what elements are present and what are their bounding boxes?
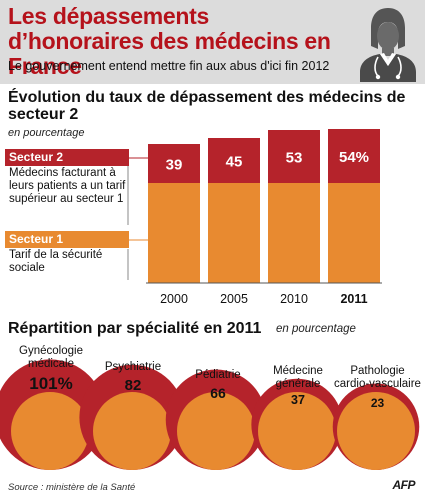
specialty-value-pathologie-cardio: 23	[370, 396, 385, 410]
bar-value-label-2010: 53	[286, 150, 303, 167]
specialty-name-psychiatrie: Psychiatrie	[104, 361, 162, 373]
bar-value-label-2011: 54%	[339, 149, 369, 166]
evolution-unit: en pourcentage	[8, 127, 85, 139]
page-subtitle: Le gouvernement entend mettre fin aux ab…	[8, 59, 330, 73]
x-tick-label-2005: 2005	[220, 292, 248, 306]
bubble-base-gynecologie-medicale	[11, 392, 89, 470]
page-title: Les dépassements d’honoraires des médeci…	[8, 3, 331, 79]
specialties-title: Répartition par spécialité en 2011	[8, 320, 262, 337]
legend-secteur-1-description: Tarif de la sécurité sociale	[9, 249, 103, 274]
bar-secteur-1-2010	[268, 183, 320, 283]
bubble-base-pediatrie	[177, 392, 255, 470]
specialty-name-pathologie-cardio: Pathologie cardio-vasculaire	[334, 365, 421, 390]
source-note: Source : ministère de la Santé	[8, 482, 136, 493]
bar-secteur-2-2010	[268, 130, 320, 183]
evolution-title: Évolution du taux de dépassement des méd…	[8, 89, 406, 123]
specialty-value-pediatrie: 66	[210, 385, 226, 401]
bar-secteur-2-2011	[328, 129, 380, 183]
legend-secteur-2-label: Secteur 2	[5, 149, 129, 166]
bar-value-label-2000: 39	[166, 157, 183, 174]
bar-secteur-2-2005	[208, 138, 260, 183]
specialties-unit: en pourcentage	[276, 323, 356, 335]
bar-secteur-1-2011	[328, 183, 380, 283]
specialty-name-gynecologie: Gynécologie médicale	[19, 345, 83, 370]
bar-secteur-1-2000	[148, 183, 200, 283]
bubble-base-psychiatrie	[93, 392, 171, 470]
bar-secteur-1-2005	[208, 183, 260, 283]
bar-value-label-2005: 45	[226, 154, 243, 171]
doctor-icon	[360, 8, 416, 82]
specialty-value-medecine-generale: 37	[291, 393, 305, 407]
specialty-value-gynecologie: 101%	[29, 374, 73, 393]
legend-secteur-2-description: Médecins facturant à leurs patients a un…	[9, 167, 126, 205]
agency-logo: AFP	[392, 478, 416, 492]
legend-secteur-1-label: Secteur 1	[5, 231, 129, 248]
specialty-name-medecine-generale: Médecine générale	[273, 365, 323, 390]
header-banner: Les dépassements d’honoraires des médeci…	[0, 0, 425, 84]
x-tick-label-2011: 2011	[340, 292, 367, 306]
bar-secteur-2-2000	[148, 144, 200, 183]
evolution-bar-chart: 39 2000 45 2005 53 2010 54% 2011	[127, 129, 382, 306]
specialty-value-psychiatrie: 82	[124, 377, 142, 394]
x-tick-label-2010: 2010	[280, 292, 308, 306]
specialty-name-pediatrie: Pédiatrie	[195, 369, 241, 381]
x-tick-label-2000: 2000	[160, 292, 188, 306]
